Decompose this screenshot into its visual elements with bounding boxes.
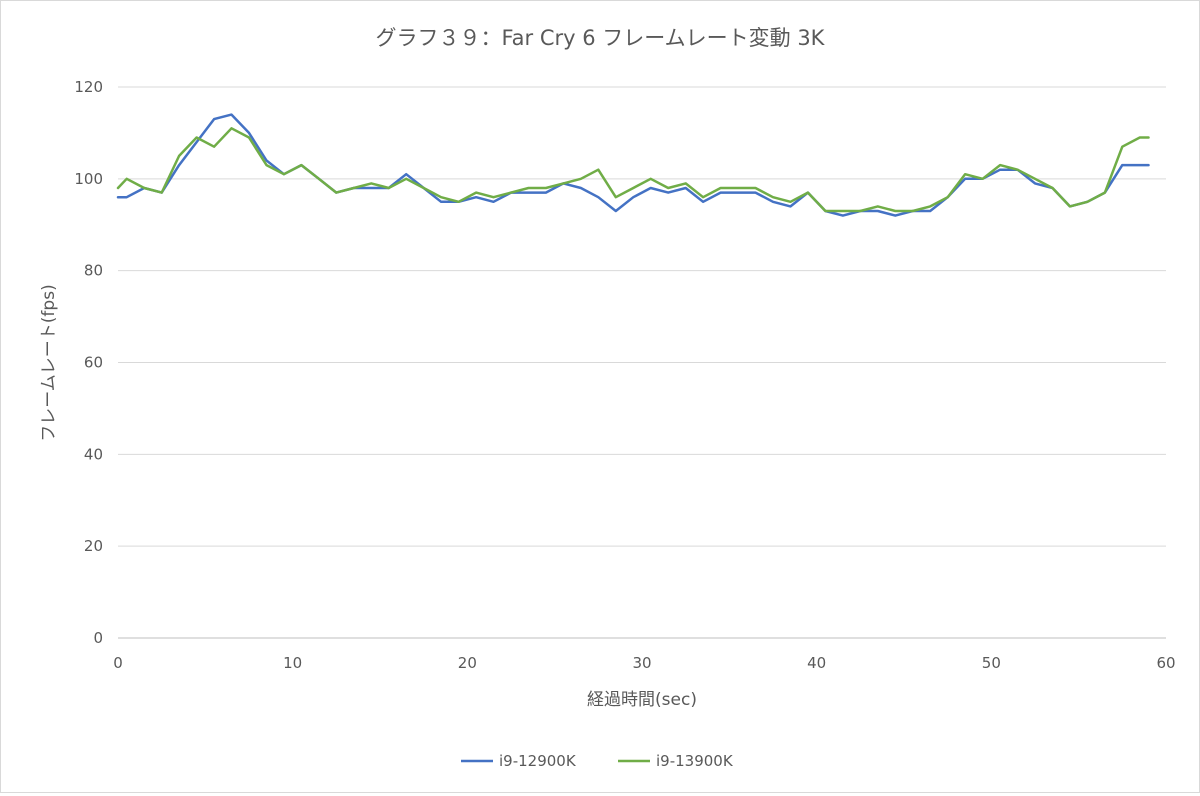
x-axis-title: 経過時間(sec)	[587, 690, 697, 710]
gridlines	[118, 86, 1166, 639]
y-tick-label: 40	[84, 445, 103, 463]
y-tick-label: 0	[93, 629, 103, 647]
y-tick-label: 100	[74, 170, 103, 188]
legend-item: i9-13900K	[618, 752, 734, 770]
series-line-i9-12900k	[116, 113, 1150, 217]
x-tick-label: 40	[807, 654, 826, 672]
y-axis-title: フレームレート(fps)	[39, 284, 59, 441]
y-tick-label: 20	[84, 537, 103, 555]
x-tick-label: 10	[283, 654, 302, 672]
x-tick-label: 30	[632, 654, 651, 672]
series-line-i9-13900k	[116, 127, 1150, 213]
chart-title: グラフ３９：Far Cry 6 フレームレート変動 3K	[376, 26, 826, 50]
legend-label: i9-12900K	[499, 752, 577, 770]
x-tick-label: 50	[982, 654, 1001, 672]
y-tick-label: 120	[74, 78, 103, 96]
x-tick-label: 60	[1156, 654, 1175, 672]
series-lines	[116, 113, 1150, 217]
x-axis-ticks: 0 10 20 30 40 50 60	[113, 654, 1175, 672]
x-tick-label: 20	[458, 654, 477, 672]
y-axis-ticks: 0 20 40 60 80 100 120	[74, 78, 103, 647]
legend-label: i9-13900K	[656, 752, 734, 770]
y-tick-label: 60	[84, 354, 103, 372]
x-tick-label: 0	[113, 654, 123, 672]
y-tick-label: 80	[84, 262, 103, 280]
legend-item: i9-12900K	[461, 752, 577, 770]
legend: i9-12900K i9-13900K	[461, 752, 734, 770]
